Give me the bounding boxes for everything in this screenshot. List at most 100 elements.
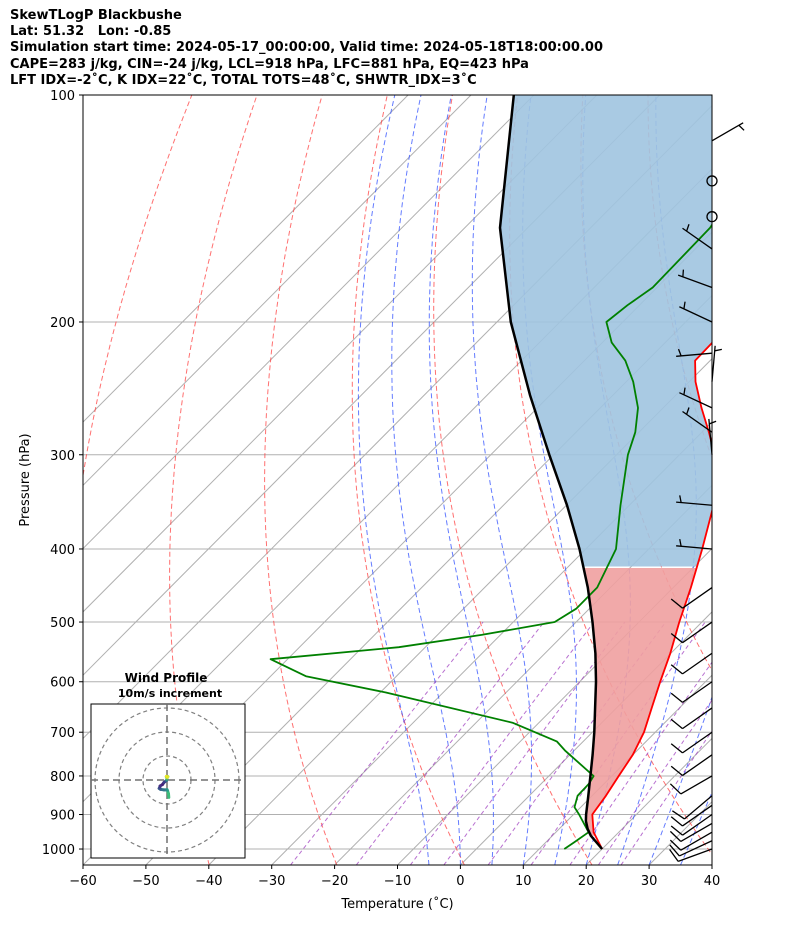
wind-barb [676, 495, 713, 506]
wind-barb [676, 538, 713, 550]
wind-barb [708, 418, 717, 455]
barb-staff [682, 804, 713, 827]
mixing-ratio-line [620, 730, 712, 865]
barb-staff [680, 775, 713, 795]
barb-flag [670, 692, 683, 703]
barb-staff [676, 545, 713, 550]
barb-flag [670, 718, 683, 730]
wind-barb [679, 387, 713, 409]
barb-staff [682, 707, 713, 730]
barb-flag [670, 825, 683, 836]
hodograph-segment [164, 774, 169, 779]
dry-adiabat [264, 95, 338, 865]
chart-title: SkewTLogP Blackbushe [10, 8, 182, 23]
wind-barb [669, 831, 713, 851]
wind-barb [671, 795, 713, 820]
hodograph-inset: Wind Profile 10m/s increment [90, 671, 246, 859]
barb-staff [682, 587, 713, 609]
moist-adiabat [357, 95, 430, 865]
barb-staff [679, 392, 713, 409]
parcel-profile [498, 95, 604, 850]
wind-barb [711, 345, 722, 382]
mixing-ratio-line [409, 621, 595, 865]
barb-half-flag [682, 269, 685, 277]
y-tick-label: 600 [50, 676, 75, 691]
mixing-ratio-line [290, 621, 484, 865]
dry-adiabat [778, 95, 794, 865]
station-location: Lat: 51.32 Lon: -0.85 [10, 24, 172, 40]
barb-half-flag [685, 407, 690, 415]
isotherm-line [711, 864, 712, 865]
isotherm-line [522, 674, 712, 865]
barb-staff [708, 418, 713, 455]
wind-barb [670, 813, 713, 836]
y-tick-label: 200 [50, 316, 75, 331]
wind-barb [669, 822, 713, 843]
barb-staff [682, 410, 713, 433]
barb-staff [676, 352, 713, 357]
barb-flag [670, 633, 683, 644]
isotherm-line [460, 611, 712, 865]
wind-barb [670, 754, 713, 776]
dry-adiabat [713, 95, 794, 865]
barb-flag [670, 664, 683, 675]
barb-staff [677, 274, 713, 289]
y-tick-label: 400 [50, 543, 75, 558]
dry-adiabat [351, 95, 465, 865]
barb-half-flag [714, 348, 722, 352]
wind-barb [679, 301, 713, 323]
x-tick-label: −10 [384, 874, 411, 889]
mixing-ratio-line [355, 621, 545, 865]
wind-barb [670, 587, 713, 609]
barb-staff [682, 227, 713, 250]
barb-staff [677, 848, 713, 862]
wind-barb [706, 175, 718, 187]
barb-flag [671, 810, 685, 820]
dry-adiabat [169, 95, 258, 865]
barb-staff [682, 731, 713, 754]
wind-barb [670, 731, 713, 754]
wind-barb [670, 804, 713, 827]
wind-barb [670, 621, 713, 644]
axes: −60 −50 −40 −30 −20 −10 0 10 20 30 40 100 200 300 400 5… [18, 89, 720, 912]
temperature-profile [591, 340, 712, 850]
barb-flag [669, 849, 679, 862]
barb-staff [679, 840, 713, 857]
wind-barb [669, 840, 713, 857]
barb-half-flag [679, 538, 682, 547]
y-tick-label: 800 [50, 770, 75, 785]
barb-flag [669, 844, 680, 857]
y-tick-label: 1000 [42, 843, 75, 858]
isotherm-line [83, 95, 535, 550]
y-tick-label: 900 [50, 809, 75, 824]
moist-adiabat [471, 95, 532, 865]
x-axis-label: Temperature (˚C) [340, 896, 453, 912]
x-tick-label: −30 [258, 874, 285, 889]
barb-half-flag [677, 348, 682, 357]
y-tick-label: 500 [50, 616, 75, 631]
wind-barb [676, 348, 713, 357]
wind-barb [682, 224, 713, 250]
x-tick-label: 30 [641, 874, 658, 889]
moist-adiabat [617, 95, 697, 865]
barb-staff [680, 822, 713, 843]
barb-half-flag [709, 420, 717, 425]
barb-staff [679, 306, 713, 323]
barb-flag [669, 839, 682, 851]
wind-barb [670, 707, 713, 730]
x-tick-label: −50 [132, 874, 159, 889]
wind-barb [682, 407, 713, 433]
barb-half-flag [683, 387, 686, 395]
y-tick-label: 100 [50, 89, 75, 104]
barb-flag [669, 830, 682, 842]
barb-staff [711, 122, 744, 142]
barb-staff [682, 754, 713, 776]
x-tick-label: 20 [578, 874, 595, 889]
hodograph-subtitle: 10m/s increment [118, 687, 222, 700]
isotherm-line [83, 95, 598, 613]
hodograph-title: Wind Profile [125, 671, 208, 685]
moist-adiabat [428, 95, 494, 865]
isotherm-line [83, 95, 472, 487]
mixing-ratio-line [597, 699, 712, 865]
wind-barb [677, 269, 713, 289]
